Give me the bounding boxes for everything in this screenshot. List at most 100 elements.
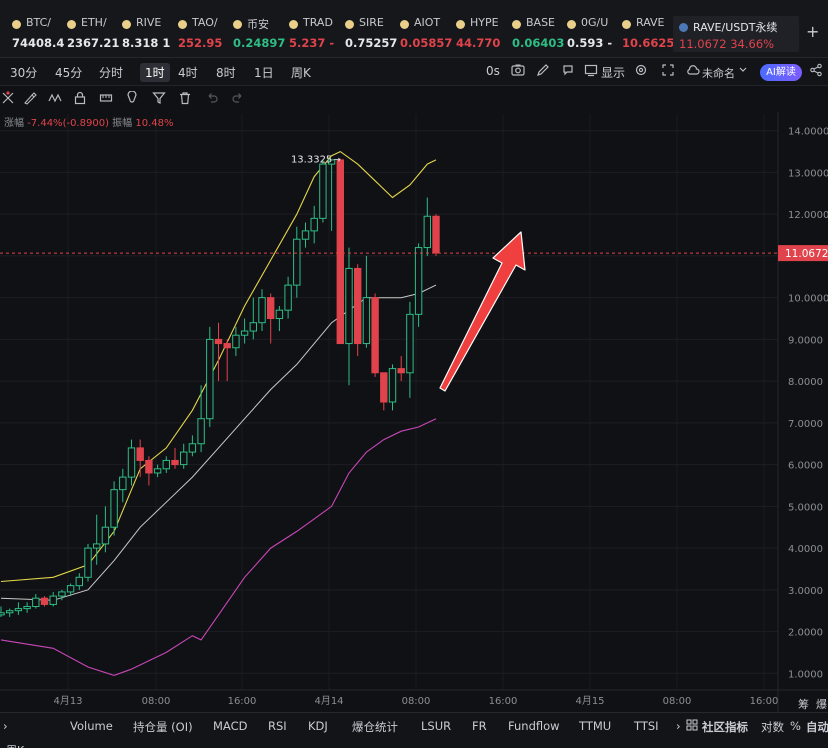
trash-icon[interactable] <box>177 91 193 107</box>
timeframe-tab[interactable]: 30分 <box>10 66 38 80</box>
ticker-price: 0.24897 <box>233 36 285 50</box>
candle-body <box>0 612 5 616</box>
coin-icon <box>400 20 409 29</box>
timeframe-tab[interactable]: 4时 <box>178 66 198 80</box>
chevron-right-icon[interactable]: › <box>676 719 681 733</box>
auto-scale-button[interactable]: 自动 <box>806 720 828 734</box>
ticker-item[interactable]: BTC/74408.4 <box>12 12 64 52</box>
candle-body <box>127 447 136 478</box>
candle-body <box>101 526 110 545</box>
lock-icon[interactable] <box>72 91 88 107</box>
x-tick-label: 16:00 <box>489 696 518 707</box>
ticker-item[interactable]: ETH/2367.21 <box>67 12 119 52</box>
candle-body <box>66 585 75 593</box>
pencil-icon[interactable] <box>536 63 550 80</box>
timeframe-tab[interactable]: 分时 <box>99 66 124 80</box>
candlestick-chart[interactable]: 14.000013.000012.000011.000010.00009.000… <box>0 112 828 712</box>
timeframe-tab[interactable]: 周K <box>291 66 311 80</box>
ticker-item[interactable]: BASE 0.06403 <box>512 12 564 52</box>
candle-body <box>23 606 31 610</box>
candle-body <box>180 451 188 466</box>
candle-body <box>75 576 83 587</box>
timeframe-tab[interactable]: 1时 <box>140 63 170 82</box>
indicator-tab[interactable]: FR <box>472 719 487 733</box>
candle-body <box>371 297 379 374</box>
ticker-item[interactable]: HYPE 44.770 <box>456 12 508 52</box>
y-tick-label: 10.0000 <box>788 294 828 305</box>
ticker-item[interactable]: AIOT 0.05857 <box>400 12 452 52</box>
brush-icon[interactable] <box>22 91 38 107</box>
cursor-icon[interactable] <box>0 91 16 107</box>
amplitude-label: 振幅 <box>112 118 133 129</box>
percent-button[interactable]: % <box>790 719 801 733</box>
pattern-icon[interactable] <box>47 91 63 107</box>
candle-body <box>153 468 162 474</box>
candle-body <box>93 543 101 549</box>
timeframe-tab[interactable]: 45分 <box>55 66 83 80</box>
redo-icon[interactable] <box>230 91 246 107</box>
indicator-tab[interactable]: TTSI <box>634 719 659 733</box>
candle-body <box>432 215 440 254</box>
x-tick-label: 08:00 <box>142 696 171 707</box>
timeframe-tab[interactable]: 8时 <box>216 66 236 80</box>
ticker-name: AIOT <box>414 16 441 29</box>
candle-body <box>206 338 214 420</box>
drawing-toolbar <box>0 86 828 112</box>
candle-body <box>197 418 205 445</box>
ticker-name: TAO/ <box>192 16 218 29</box>
change-value: -7.44%(-0.8900) <box>27 118 109 129</box>
x-tick-label: 16:00 <box>228 696 257 707</box>
share-icon[interactable] <box>809 63 823 80</box>
layout-name[interactable]: 未命名 <box>702 67 735 80</box>
filter-icon[interactable] <box>151 91 167 107</box>
community-indicators-button[interactable]: 社区指标 <box>702 720 748 734</box>
candle-body <box>49 595 57 605</box>
candle-body <box>310 217 318 232</box>
axis-side-label: 爆 <box>816 697 827 711</box>
candle-body <box>249 322 258 332</box>
indicator-tab[interactable]: Volume <box>70 719 113 733</box>
camera-icon[interactable] <box>511 63 525 80</box>
ticker-name: BASE <box>526 16 556 29</box>
timeframe-tab[interactable]: 1日 <box>254 66 274 80</box>
ticker-item[interactable]: SIRE 0.75257 <box>345 12 397 52</box>
refresh-icon[interactable] <box>561 63 575 80</box>
log-scale-button[interactable]: 对数 <box>761 720 784 734</box>
indicator-tab[interactable]: TTMU <box>579 719 612 733</box>
chevron-right-icon[interactable]: › <box>3 719 8 733</box>
ticker-item[interactable]: RIVE 8.318 1 <box>122 12 174 52</box>
chevron-down-icon[interactable] <box>738 63 748 80</box>
indicator-tab[interactable]: RSI <box>268 719 287 733</box>
indicator-tab[interactable]: MACD <box>213 719 248 733</box>
magnet-icon[interactable] <box>124 90 140 107</box>
candle-body <box>162 459 171 470</box>
ticker-item[interactable]: RAVE 10.6625 <box>622 12 674 52</box>
max-price-label: 13.3325 <box>291 155 332 166</box>
active-ticker-tab[interactable]: RAVE/USDT永续 11.0672 34.66% <box>673 16 799 52</box>
boll-upper-line <box>0 150 437 583</box>
indicator-tab[interactable]: LSUR <box>421 719 452 733</box>
ai-interpret-button[interactable]: AI解读 <box>760 64 802 81</box>
indicator-tab[interactable]: KDJ <box>308 719 328 733</box>
ticker-item[interactable]: TAO/252.95 <box>178 12 230 52</box>
candle-body <box>301 230 310 240</box>
ticker-item[interactable]: 币安 0.24897 <box>233 12 285 52</box>
measure-icon[interactable] <box>98 91 114 107</box>
y-tick-label: 9.0000 <box>788 335 823 346</box>
ticker-item[interactable]: 0G/U 0.593 - <box>567 12 619 52</box>
settings-icon[interactable] <box>634 63 648 80</box>
indicator-tab[interactable]: 爆仓统计 <box>352 720 398 734</box>
expand-icon[interactable] <box>661 63 675 80</box>
indicator-tab[interactable]: 持仓量 (OI) <box>133 720 193 734</box>
display-button[interactable]: 显示 <box>601 66 626 80</box>
add-tab-button[interactable]: + <box>806 22 820 41</box>
undo-icon[interactable] <box>204 91 220 107</box>
chart-toolbar: 30分 45分 分时 1时 4时 8时 1日 周K 0s 显示 未命名 <box>0 58 828 86</box>
coin-icon <box>178 20 187 29</box>
ticker-price: 5.237 - <box>289 36 335 50</box>
indicator-tab[interactable]: Fundflow <box>508 719 560 733</box>
candle-body <box>336 159 345 345</box>
period-label: 周K <box>6 742 24 748</box>
display-icon[interactable] <box>584 63 598 80</box>
ticker-item[interactable]: TRAD 5.237 - <box>289 12 341 52</box>
